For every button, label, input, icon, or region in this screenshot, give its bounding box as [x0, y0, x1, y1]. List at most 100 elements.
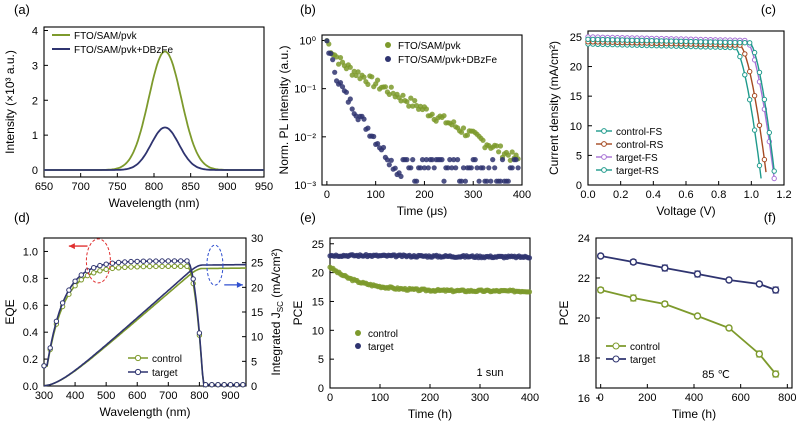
panel-d-point: [140, 258, 147, 264]
panel-d-point: [122, 264, 128, 270]
panel-d-xlabel: Wavelength (nm): [100, 405, 191, 419]
panel-c-point: [678, 38, 684, 44]
panel-c-point: [722, 39, 728, 45]
panel-b-point-control: [410, 103, 416, 109]
panel-c-point: [747, 40, 753, 46]
panel-c-point: [742, 72, 748, 78]
panel-d-xtick-label: 800: [190, 390, 208, 402]
panel-d-highlight-ellipse-left: [85, 238, 111, 284]
panel-c: 0.0 0.2 0.4 0.6 0.8 1.0 1.2 Voltage (V) 0 5 10 15 20…: [547, 2, 792, 218]
panel-e-xtick-label: 200: [421, 392, 439, 404]
panel-c-legend-label: target-RS: [616, 166, 659, 177]
panel-a-xtick-label: 950: [255, 181, 273, 193]
panel-f-point-control: [725, 324, 733, 332]
panel-b-point-control: [388, 84, 394, 90]
panel-f-point-target: [725, 276, 733, 284]
panel-d-point: [140, 263, 147, 270]
panel-d-point: [159, 263, 165, 270]
panel-d-ytick-right-label: 30: [251, 233, 263, 245]
panel-f-line-target: [600, 255, 777, 291]
panel-d-point: [196, 330, 203, 336]
panel-c-curve-control-FS: [587, 43, 762, 179]
panel-d-point: [171, 258, 178, 264]
panel-c-point: [585, 36, 591, 42]
panel-e-annotation: 1 sun: [477, 367, 504, 379]
panel-c-point: [653, 38, 660, 44]
panel-c-point: [698, 39, 704, 45]
panel-d-legend-label: control: [152, 354, 182, 365]
panel-c-point: [595, 36, 601, 43]
panel-c-point: [673, 38, 679, 44]
panel-d-point: [66, 287, 72, 293]
panel-e-xtick-label: 400: [521, 392, 539, 404]
panel-b-point-target: [343, 89, 349, 95]
panel-b-point-target: [371, 133, 377, 140]
panel-d-integrated-target: [43, 263, 247, 387]
panel-b-point-target: [497, 178, 504, 184]
panel-f-line-control: [600, 289, 777, 375]
panel-b-point-target: [365, 125, 371, 131]
panel-b-point-target: [447, 157, 453, 163]
panel-b-point-control: [351, 68, 357, 74]
panel-c-point: [747, 97, 753, 103]
panel-d-point: [147, 258, 153, 264]
panel-a-series-target: [44, 126, 264, 171]
panel-d-point: [184, 263, 190, 269]
panel-c-point: [668, 38, 674, 44]
panel-d-point: [134, 258, 140, 265]
panel-b-legend-label: FTO/SAM/pvk: [398, 41, 462, 52]
panel-d-ylabel-right: Integrated JSC (mA/cm²): [269, 248, 285, 375]
panel-d-xtick-label: 700: [159, 390, 177, 402]
panel-a-ytick-label: 4: [32, 25, 38, 37]
panel-b-frame: [321, 34, 523, 186]
panel-b-point-target: [490, 157, 496, 163]
panel-b-point-target: [375, 141, 381, 147]
panel-c-point: [756, 69, 763, 76]
panel-e-xtick-label: 0: [327, 392, 333, 404]
panel-c-xtick-label: 0.8: [711, 189, 726, 201]
panel-b-point-target: [384, 157, 390, 163]
panel-b-point-target: [513, 157, 519, 163]
panel-b-point-control: [505, 152, 511, 158]
panel-e-ytick-label: 0: [318, 383, 324, 395]
panel-c-point: [747, 68, 753, 75]
panel-c-point: [649, 38, 655, 44]
panel-d-xtick-label: 500: [97, 390, 115, 402]
panel-c-point: [688, 38, 694, 45]
panel-a-xtick-label: 700: [71, 181, 89, 193]
panel-e-xlabel: Time (h): [408, 407, 452, 421]
panel-d-point: [134, 264, 140, 270]
panel-b-point-target: [410, 157, 416, 163]
panel-c-point: [751, 127, 758, 133]
panel-c-point: [761, 96, 768, 103]
panel-a-xtick-label: 900: [218, 181, 236, 193]
panel-c-point: [683, 38, 689, 45]
panel-c-legend-label: control-FS: [616, 127, 662, 138]
panel-c-ytick-label: 25: [570, 32, 582, 44]
panel-b-point-target: [419, 157, 426, 163]
panel-c-label: (c): [761, 2, 776, 17]
panel-b-point-target: [421, 165, 427, 171]
panel-c-point: [751, 49, 758, 56]
panel-e-ylabel: PCE: [291, 301, 305, 326]
panel-c-point: [712, 39, 719, 45]
panel-c-point: [604, 37, 611, 43]
panel-b-xlabel: Time (μs): [397, 204, 447, 218]
panel-d-point: [240, 382, 246, 388]
panel-f-ytick-label: 20: [578, 313, 590, 325]
panel-d-point: [159, 258, 165, 264]
panel-b-point-target: [414, 178, 420, 184]
panel-f-ytick-label: 24: [578, 233, 590, 245]
panel-b-point-control: [365, 81, 371, 87]
panel-b-point-target: [453, 165, 459, 171]
panel-d-ytick-right-label: 0: [251, 381, 257, 393]
panel-d-xtick-label: 900: [221, 390, 239, 402]
panel-b-point-control: [497, 143, 504, 149]
panel-b-point-target: [460, 165, 467, 171]
panel-f-ytick-label: 22: [578, 273, 590, 285]
panel-b-point-control: [404, 99, 410, 105]
panel-d-point: [184, 258, 190, 264]
panel-a-xtick-label: 650: [35, 181, 53, 193]
panel-b-point-target: [361, 116, 367, 122]
